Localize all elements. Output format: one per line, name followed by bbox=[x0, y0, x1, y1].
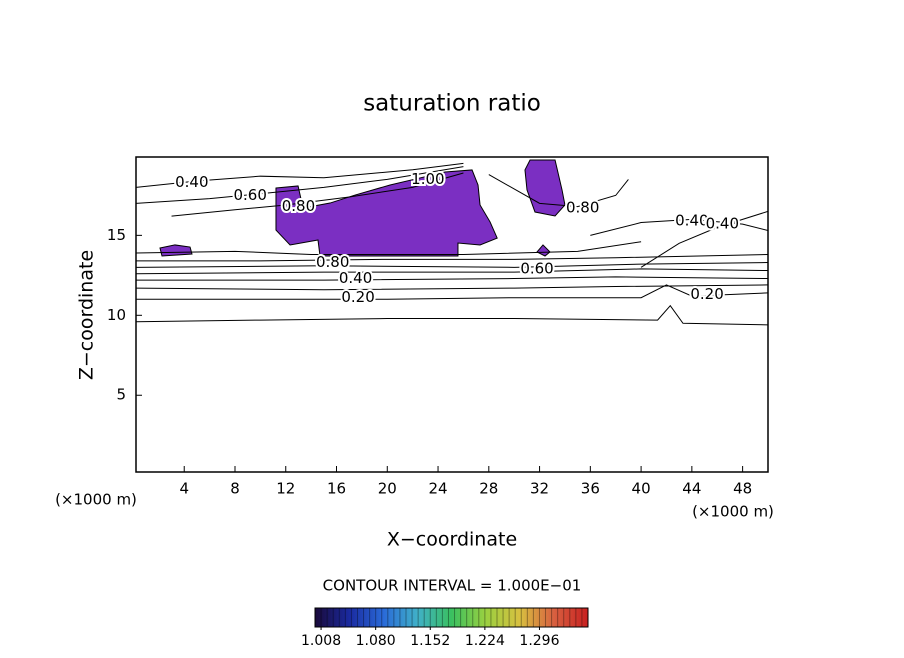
y-axis-label: Z−coordinate bbox=[76, 250, 98, 380]
saturated-region bbox=[524, 159, 566, 217]
x-tick-label: 48 bbox=[733, 480, 752, 498]
saturated-region bbox=[536, 244, 551, 257]
colorbar bbox=[314, 607, 589, 628]
contour-label: 0.40 bbox=[175, 173, 208, 191]
contour-label: 0.80 bbox=[316, 253, 349, 271]
x-unit: (×1000 m) bbox=[692, 503, 774, 521]
saturated-region bbox=[159, 244, 193, 257]
contour-line bbox=[136, 284, 768, 300]
x-tick-label: 40 bbox=[632, 480, 651, 498]
contour-label: 0.40 bbox=[675, 211, 708, 229]
colorbar-tick-label: 1.152 bbox=[410, 633, 450, 649]
x-tick-label: 12 bbox=[276, 480, 295, 498]
contour-line bbox=[136, 241, 642, 256]
contour-line bbox=[136, 162, 464, 188]
contour-interval: CONTOUR INTERVAL = 1.000E−01 bbox=[323, 577, 582, 595]
contour-label: 0.80 bbox=[566, 199, 599, 217]
contour-line bbox=[488, 174, 629, 208]
contour-line bbox=[590, 218, 768, 236]
contour-line bbox=[171, 172, 464, 217]
y-tick-label: 10 bbox=[107, 306, 126, 324]
contour-label: 1.00 bbox=[411, 170, 444, 188]
chart-title: saturation ratio bbox=[363, 91, 541, 117]
saturated-region bbox=[275, 169, 498, 257]
x-tick-label: 36 bbox=[581, 480, 600, 498]
colorbar-tick-label: 1.296 bbox=[519, 633, 559, 649]
x-tick-label: 4 bbox=[179, 480, 189, 498]
y-unit: (×1000 m) bbox=[55, 491, 137, 509]
x-axis-label: X−coordinate bbox=[387, 529, 517, 551]
contour-line bbox=[136, 304, 768, 326]
contour-line bbox=[640, 210, 768, 268]
contour-line bbox=[136, 166, 464, 204]
contour-line bbox=[136, 268, 768, 275]
y-tick-label: 5 bbox=[116, 386, 126, 404]
contour-label: 0.80 bbox=[282, 197, 315, 215]
contour-line bbox=[136, 262, 768, 268]
contour-line bbox=[136, 284, 768, 291]
plot-frame bbox=[135, 156, 769, 473]
x-tick-label: 20 bbox=[378, 480, 397, 498]
contour-label: 0.60 bbox=[520, 259, 553, 277]
colorbar-tick-label: 1.080 bbox=[356, 633, 396, 649]
contour-label: 0.40 bbox=[339, 269, 372, 287]
y-tick-label: 15 bbox=[107, 226, 126, 244]
contour-label: 0.60 bbox=[234, 186, 267, 204]
x-tick-label: 24 bbox=[428, 480, 447, 498]
x-tick-label: 16 bbox=[327, 480, 346, 498]
contour-line bbox=[136, 276, 768, 281]
x-tick-label: 28 bbox=[479, 480, 498, 498]
x-tick-label: 32 bbox=[530, 480, 549, 498]
x-tick-label: 44 bbox=[682, 480, 701, 498]
plot-area bbox=[136, 159, 768, 326]
colorbar-tick-label: 1.224 bbox=[465, 633, 505, 649]
x-tick-label: 8 bbox=[230, 480, 240, 498]
colorbar-tick-label: 1.008 bbox=[301, 633, 341, 649]
contour-label: 0.40 bbox=[706, 215, 739, 233]
contour-label: 0.20 bbox=[341, 288, 374, 306]
contour-line bbox=[136, 254, 768, 262]
contour-label: 0.20 bbox=[690, 285, 723, 303]
